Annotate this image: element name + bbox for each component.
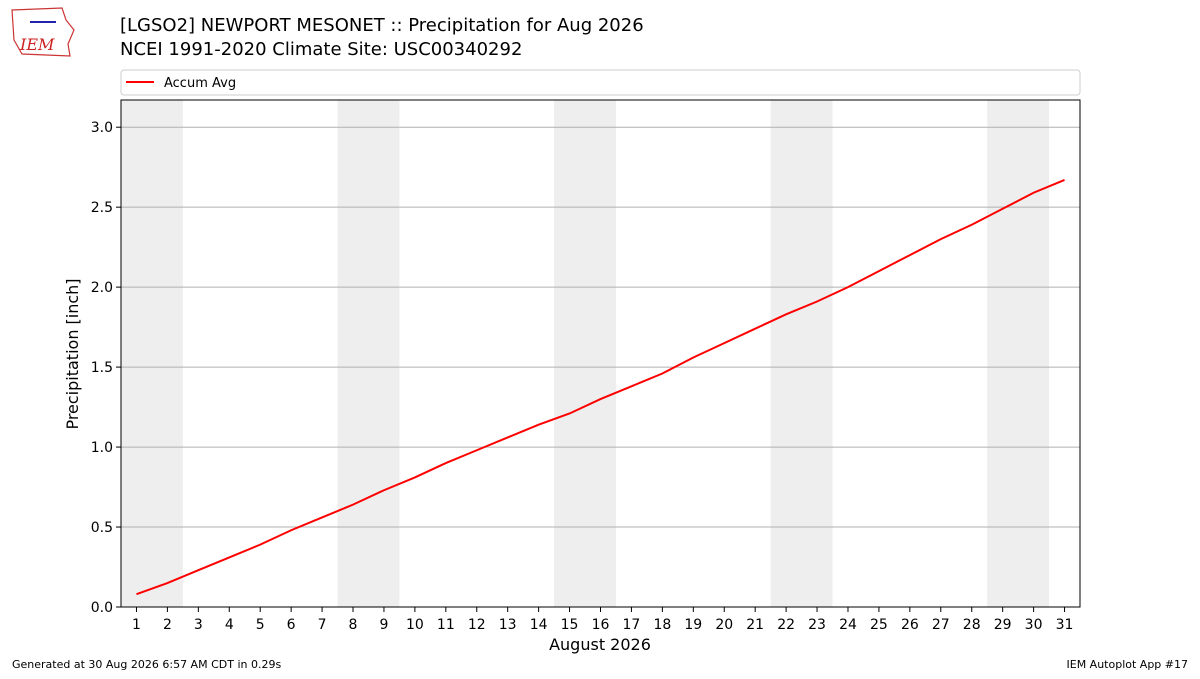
- weekend-shade: [987, 100, 1050, 607]
- footer-left: Generated at 30 Aug 2026 6:57 AM CDT in …: [12, 658, 281, 671]
- y-tick-label: 0.5: [91, 520, 113, 536]
- x-tick-label: 23: [808, 617, 826, 633]
- weekend-shade: [770, 100, 833, 607]
- x-tick-label: 21: [746, 617, 764, 633]
- y-tick-label: 1.0: [91, 440, 113, 456]
- x-tick-label: 9: [379, 617, 388, 633]
- x-tick-label: 25: [870, 617, 888, 633]
- y-axis-label: Precipitation [inch]: [63, 278, 82, 429]
- y-tick-label: 2.5: [91, 200, 113, 216]
- x-tick-label: 4: [225, 617, 234, 633]
- x-tick-label: 3: [194, 617, 203, 633]
- y-tick-label: 2.0: [91, 280, 113, 296]
- x-tick-label: 31: [1056, 617, 1074, 633]
- x-tick-label: 24: [839, 617, 857, 633]
- logo-text: IEM: [19, 35, 55, 54]
- x-tick-label: 30: [1025, 617, 1043, 633]
- weekend-shade: [337, 100, 400, 607]
- footer-right: IEM Autoplot App #17: [1067, 658, 1189, 671]
- x-tick-label: 11: [437, 617, 455, 633]
- x-tick-label: 19: [684, 617, 702, 633]
- weekend-shade: [121, 100, 183, 607]
- weekend-shade: [554, 100, 616, 607]
- chart-title: [LGSO2] NEWPORT MESONET :: Precipitation…: [120, 15, 644, 36]
- x-tick-label: 2: [163, 617, 172, 633]
- x-tick-label: 22: [777, 617, 795, 633]
- x-tick-label: 18: [653, 617, 671, 633]
- x-tick-label: 26: [901, 617, 919, 633]
- x-tick-label: 29: [994, 617, 1012, 633]
- y-tick-label: 1.5: [91, 360, 113, 376]
- legend-label: Accum Avg: [164, 76, 236, 91]
- x-tick-label: 12: [468, 617, 486, 633]
- x-tick-label: 6: [287, 617, 296, 633]
- legend-box: [120, 69, 1081, 96]
- x-tick-label: 14: [530, 617, 548, 633]
- x-tick-label: 27: [932, 617, 950, 633]
- y-tick-label: 3.0: [91, 120, 113, 136]
- y-tick-label: 0.0: [91, 600, 113, 616]
- x-tick-label: 17: [623, 617, 641, 633]
- x-tick-label: 10: [406, 617, 424, 633]
- x-tick-label: 1: [132, 617, 141, 633]
- series-line: [136, 179, 1065, 596]
- x-tick-label: 15: [561, 617, 579, 633]
- x-axis-label: August 2026: [549, 635, 651, 654]
- x-tick-label: 5: [256, 617, 265, 633]
- plot-frame: [120, 99, 1081, 608]
- x-tick-label: 8: [349, 617, 358, 633]
- x-tick-label: 20: [715, 617, 733, 633]
- x-tick-label: 7: [318, 617, 327, 633]
- chart-subtitle: NCEI 1991-2020 Climate Site: USC00340292: [120, 39, 522, 60]
- x-tick-label: 13: [499, 617, 517, 633]
- logo: IEM: [11, 7, 75, 57]
- x-tick-label: 16: [592, 617, 610, 633]
- x-tick-label: 28: [963, 617, 981, 633]
